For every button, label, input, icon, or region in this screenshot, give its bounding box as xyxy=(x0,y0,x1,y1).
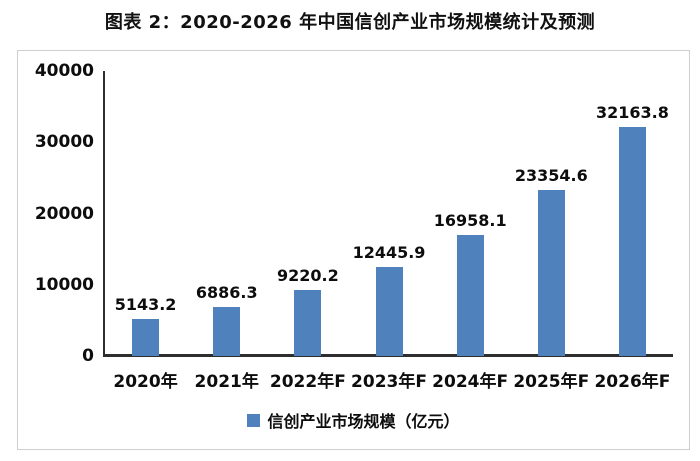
chart-frame: 0 10000 20000 30000 40000 5143.2 2020年 6886.3 20… xyxy=(17,50,690,450)
bar-value-label: 9220.2 xyxy=(276,266,339,286)
bar xyxy=(618,126,646,356)
x-tick-label: 2025年F xyxy=(513,372,590,392)
bar-value-label: 6886.3 xyxy=(195,282,258,302)
y-tick-label: 30000 xyxy=(34,132,94,153)
legend: 信创产业市场规模（亿元） xyxy=(18,408,689,432)
bar xyxy=(537,189,565,356)
y-tick-label: 40000 xyxy=(34,61,94,81)
bar xyxy=(456,235,484,356)
legend-swatch-icon xyxy=(247,413,261,427)
x-tick-label: 2020年 xyxy=(113,372,178,392)
bar xyxy=(294,290,322,356)
x-tick-label: 2023年F xyxy=(351,372,427,392)
y-axis-line xyxy=(103,71,105,356)
bar xyxy=(213,306,241,356)
x-tick-label: 2024年F xyxy=(432,372,509,392)
y-tick-label: 20000 xyxy=(34,203,94,224)
bar-value-label: 12445.9 xyxy=(352,243,426,263)
bar xyxy=(132,319,160,356)
legend-label: 信创产业市场规模（亿元） xyxy=(267,412,460,431)
x-tick-label: 2022年F xyxy=(269,372,346,392)
chart-title: 图表 2：2020-2026 年中国信创产业市场规模统计及预测 xyxy=(104,12,596,33)
bar-value-label: 16958.1 xyxy=(433,211,507,231)
y-tick-label: 0 xyxy=(82,346,94,366)
y-tick-label: 10000 xyxy=(34,274,94,295)
bar-value-label: 23354.6 xyxy=(514,165,588,185)
x-tick-label: 2021年 xyxy=(194,372,259,392)
bar xyxy=(375,267,403,356)
x-tick-label: 2026年F xyxy=(594,372,671,392)
bar-value-label: 5143.2 xyxy=(114,295,177,315)
bar-value-label: 32163.8 xyxy=(595,102,669,122)
